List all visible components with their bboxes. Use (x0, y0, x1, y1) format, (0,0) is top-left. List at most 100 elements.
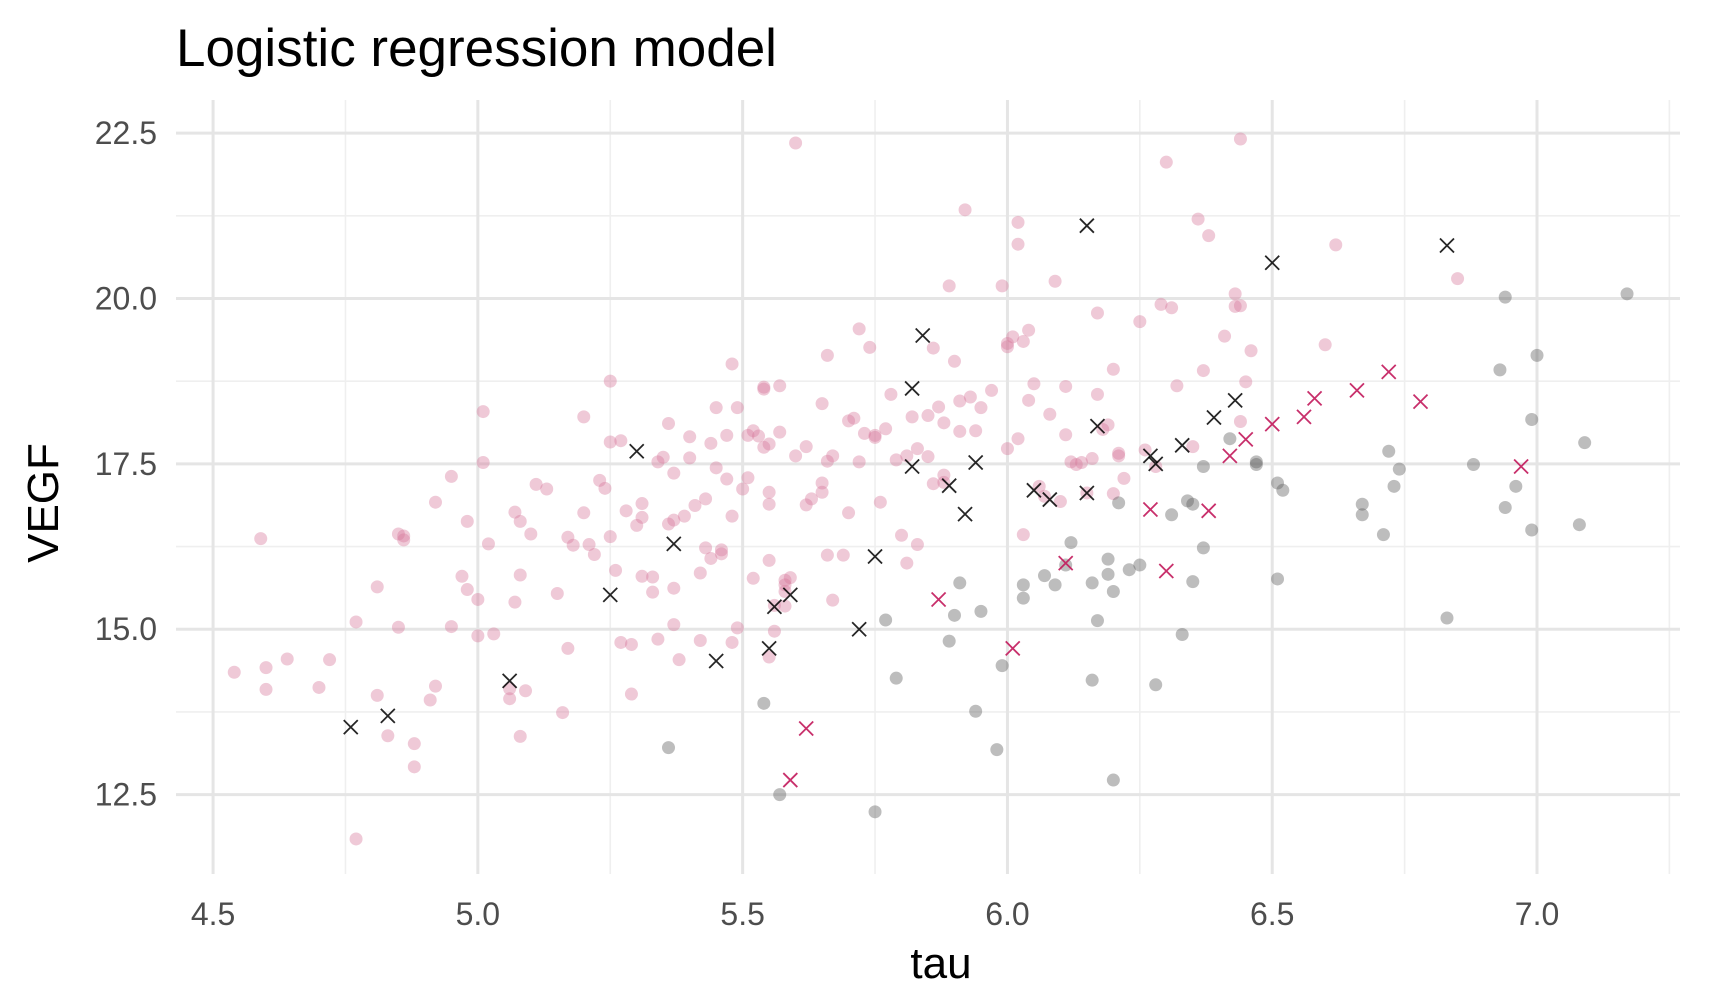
data-point (746, 571, 760, 585)
data-point (656, 450, 670, 464)
data-point-x (1513, 458, 1529, 475)
data-point (757, 380, 771, 394)
data-point (391, 527, 405, 541)
data-point (799, 440, 813, 454)
data-point (1016, 528, 1030, 542)
data-point (778, 599, 792, 613)
data-point-x (1238, 431, 1254, 448)
data-point-x (1264, 416, 1280, 432)
data-point (651, 455, 665, 469)
y-axis-tick-labels: 12.5 15.0 17.5 20.0 22.5 (95, 115, 157, 813)
data-point (693, 633, 707, 647)
x-tick-label: 6.5 (1250, 896, 1294, 932)
data-point (471, 592, 485, 606)
data-point-x (1089, 418, 1106, 434)
data-point (752, 429, 766, 443)
data-point (757, 440, 771, 454)
data-point-x (1381, 364, 1397, 380)
data-point (1101, 418, 1115, 432)
data-point (958, 203, 972, 217)
data-point-x (1005, 640, 1021, 657)
data-point (714, 543, 728, 557)
data-point (1149, 678, 1163, 692)
data-point (603, 435, 617, 449)
data-point (804, 492, 818, 506)
data-point-x (1201, 503, 1217, 519)
series-class-0-train (227, 132, 1465, 846)
grid-lines (176, 100, 1680, 874)
data-point (683, 430, 697, 444)
data-point (1578, 436, 1592, 450)
y-tick-label: 20.0 (95, 280, 157, 316)
data-point (381, 729, 395, 743)
data-point (1228, 287, 1242, 301)
data-point-x (1227, 392, 1243, 408)
data-point-x (1296, 409, 1312, 425)
data-point (577, 410, 591, 424)
data-point (593, 473, 607, 487)
data-point (741, 471, 755, 485)
data-point-x (1142, 501, 1159, 518)
data-point (1106, 773, 1120, 787)
data-point (815, 476, 829, 490)
data-point (778, 578, 792, 592)
data-point (624, 637, 638, 651)
data-point (1064, 455, 1078, 469)
data-point (1276, 483, 1290, 497)
data-point (725, 509, 739, 523)
data-point (1530, 348, 1544, 362)
data-point (995, 279, 1009, 293)
y-tick-label: 12.5 (95, 777, 157, 813)
data-point (688, 499, 702, 513)
data-point (407, 760, 421, 774)
data-point (1620, 287, 1634, 301)
data-point (683, 451, 697, 465)
data-point (397, 533, 411, 547)
data-point (863, 340, 877, 354)
y-tick-label: 22.5 (95, 115, 157, 151)
data-point (471, 629, 485, 643)
data-point (561, 530, 575, 544)
data-point (704, 551, 718, 565)
data-point (937, 468, 951, 482)
data-point (1249, 455, 1263, 469)
data-point-x (957, 506, 973, 522)
data-point (730, 621, 744, 635)
data-point (423, 693, 437, 707)
data-point (1392, 462, 1406, 476)
data-point (1180, 494, 1194, 508)
data-point (974, 604, 988, 618)
data-point (1572, 518, 1586, 532)
data-point (868, 805, 882, 819)
data-point (349, 615, 363, 629)
data-point (1064, 536, 1078, 550)
data-point (942, 279, 956, 293)
data-point (1271, 572, 1285, 586)
data-point (926, 477, 940, 491)
data-point (1000, 442, 1014, 456)
data-point-x (867, 548, 883, 565)
data-point (990, 743, 1004, 757)
data-point (1165, 508, 1179, 522)
data-point-x (1026, 482, 1042, 498)
data-point (1228, 299, 1242, 313)
data-point (667, 513, 681, 527)
data-point (1218, 329, 1232, 343)
data-point (1090, 387, 1104, 401)
data-point (540, 482, 554, 496)
data-point (259, 661, 273, 675)
data-point (767, 624, 781, 638)
data-point (556, 706, 570, 720)
data-point (391, 620, 405, 634)
data-point (1016, 591, 1030, 605)
data-point (699, 541, 713, 555)
data-point (646, 570, 660, 584)
series-class-1-test (782, 364, 1529, 788)
data-point (921, 409, 935, 423)
data-point (561, 641, 575, 655)
data-point (630, 518, 644, 532)
data-point (820, 454, 834, 468)
data-point-x (1206, 409, 1222, 426)
data-point (280, 652, 294, 666)
